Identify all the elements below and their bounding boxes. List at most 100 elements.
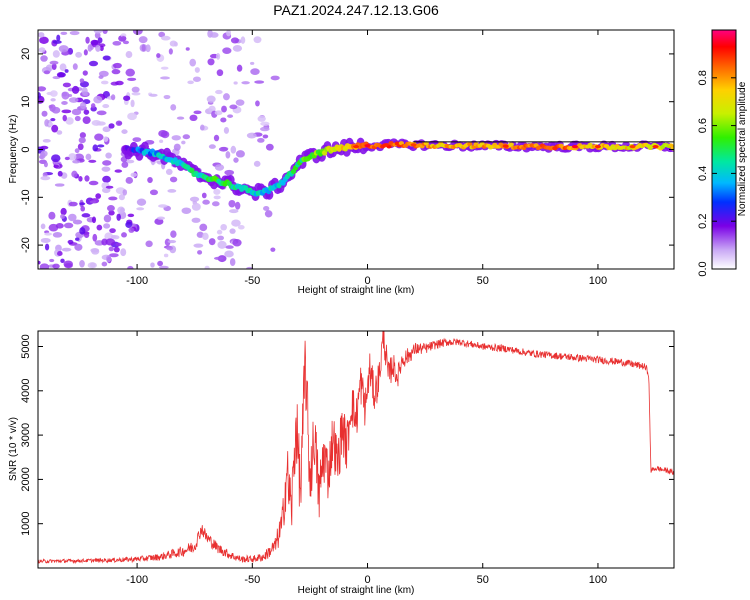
noise-blob <box>113 246 120 253</box>
noise-blob <box>213 188 221 195</box>
noise-blob <box>44 119 50 127</box>
noise-blob <box>131 92 141 96</box>
noise-blob <box>231 219 241 227</box>
noise-blob <box>115 242 122 247</box>
noise-blob <box>158 204 168 208</box>
snr-ylabel: SNR (10 * v/v) <box>8 417 19 481</box>
noise-blob <box>159 139 164 143</box>
noise-blob <box>132 137 142 143</box>
noise-blob <box>115 120 123 126</box>
x-tick-label: -100 <box>126 574 148 586</box>
noise-blob <box>235 99 245 106</box>
noise-blob <box>106 205 115 212</box>
noise-blob <box>215 89 223 95</box>
noise-blob <box>213 134 220 142</box>
noise-blob <box>222 47 232 54</box>
x-tick-label: -50 <box>244 574 260 586</box>
noise-blob <box>95 45 101 52</box>
ridge-peak <box>382 143 389 147</box>
noise-blob <box>85 36 90 44</box>
noise-blob <box>249 61 255 65</box>
noise-blob <box>232 238 242 247</box>
noise-blob <box>204 265 210 269</box>
noise-blob <box>117 206 125 214</box>
noise-blob <box>150 262 155 268</box>
noise-blob <box>193 110 202 115</box>
noise-blob <box>229 209 239 214</box>
noise-blob <box>257 115 266 122</box>
noise-blob <box>230 145 237 154</box>
noise-blob <box>38 32 45 38</box>
noise-blob <box>138 36 148 44</box>
noise-blob <box>209 32 219 38</box>
noise-blob <box>94 133 104 141</box>
noise-blob <box>105 185 114 189</box>
snr-series-line <box>38 331 674 565</box>
noise-blob <box>43 161 48 168</box>
noise-blob <box>69 30 80 36</box>
noise-blob <box>79 202 86 206</box>
noise-blob <box>229 104 238 110</box>
noise-blob <box>200 124 205 131</box>
noise-blob <box>170 104 177 111</box>
x-tick-label: -50 <box>244 275 260 287</box>
noise-blob <box>166 246 174 251</box>
noise-blob <box>201 192 207 199</box>
noise-blob <box>128 227 135 233</box>
noise-blob <box>233 81 238 85</box>
spectrogram-ylabel: Frequency (Hz) <box>8 115 19 184</box>
y-tick-label: 2000 <box>20 467 32 491</box>
noise-blob <box>224 250 234 258</box>
noise-blob <box>241 81 250 85</box>
noise-blob <box>91 216 97 224</box>
noise-blob <box>145 44 151 53</box>
noise-blob <box>225 245 234 249</box>
chart-title: PAZ1.2024.247.12.13.G06 <box>273 2 439 18</box>
noise-blob <box>125 221 133 228</box>
noise-blob <box>88 60 99 67</box>
noise-blob <box>88 180 99 186</box>
noise-blob <box>170 230 177 238</box>
noise-blob <box>108 123 115 129</box>
noise-blob <box>230 37 239 44</box>
noise-blob <box>89 200 96 204</box>
noise-blob <box>110 94 116 101</box>
noise-blob <box>206 95 216 103</box>
noise-blob <box>148 93 158 97</box>
ridge-peak <box>652 145 659 149</box>
noise-blob <box>61 109 72 114</box>
noise-blob <box>104 232 113 240</box>
noise-blob <box>52 263 60 269</box>
noise-blob <box>48 211 56 220</box>
noise-blob <box>51 124 59 133</box>
noise-blob <box>216 229 223 235</box>
noise-blob <box>39 36 49 44</box>
noise-blob <box>102 126 111 133</box>
noise-blob <box>71 85 80 94</box>
noise-blob <box>262 134 269 139</box>
noise-blob <box>108 210 115 216</box>
colorbar-label: Normalized spectral amplitude <box>737 81 748 216</box>
noise-blob <box>236 64 243 72</box>
noise-blob <box>163 94 171 100</box>
noise-blob <box>93 95 103 104</box>
noise-blob <box>87 262 97 269</box>
noise-blob <box>246 132 257 139</box>
noise-blob <box>101 166 111 172</box>
noise-blob <box>103 136 109 142</box>
noise-blob <box>52 50 60 58</box>
noise-blob <box>43 70 51 75</box>
noise-blob <box>60 31 68 36</box>
noise-blob <box>57 170 63 177</box>
noise-blob <box>38 92 41 99</box>
noise-blob <box>220 117 227 123</box>
noise-blob <box>83 232 90 238</box>
noise-blob <box>79 227 86 235</box>
noise-blob <box>79 102 87 110</box>
noise-blob <box>72 160 81 164</box>
noise-blob <box>127 265 134 269</box>
noise-blob <box>217 235 225 241</box>
noise-blob <box>191 202 201 211</box>
noise-blob <box>102 175 111 183</box>
noise-blob <box>105 152 112 159</box>
